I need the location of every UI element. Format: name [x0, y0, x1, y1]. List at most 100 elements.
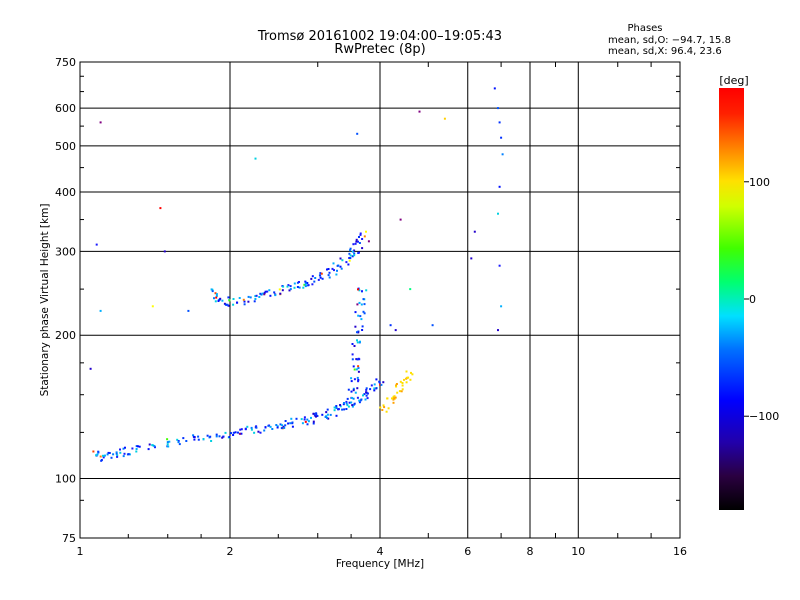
data-point	[351, 397, 353, 399]
data-point	[138, 445, 141, 448]
data-point	[358, 289, 361, 292]
data-point	[382, 404, 385, 407]
data-point	[326, 413, 329, 416]
data-point	[321, 277, 324, 280]
data-point	[100, 459, 103, 461]
data-point	[193, 438, 196, 441]
data-point	[176, 438, 179, 441]
data-point	[358, 236, 360, 238]
data-point	[498, 264, 501, 267]
data-point	[335, 405, 338, 407]
data-point	[498, 121, 501, 124]
data-point	[137, 445, 139, 448]
data-point	[316, 415, 319, 417]
data-point	[473, 230, 476, 233]
data-point	[411, 373, 414, 376]
y-tick-label: 75	[62, 532, 76, 545]
data-point	[302, 286, 305, 289]
data-point	[358, 301, 361, 304]
data-point	[370, 384, 373, 387]
data-point	[375, 387, 378, 390]
data-point	[348, 259, 351, 262]
data-point	[230, 432, 233, 435]
data-point	[116, 454, 119, 457]
data-point	[211, 290, 214, 293]
data-point	[333, 409, 336, 412]
data-point	[329, 413, 332, 416]
data-point	[365, 388, 368, 391]
data-point	[392, 398, 395, 401]
data-point	[367, 240, 370, 243]
data-point	[357, 380, 360, 383]
data-point	[363, 393, 366, 396]
data-point	[364, 398, 367, 401]
data-point	[352, 365, 355, 368]
data-point	[102, 454, 104, 457]
data-point	[357, 288, 359, 291]
data-point	[339, 257, 342, 260]
data-point	[99, 309, 102, 312]
data-point	[95, 243, 98, 246]
data-point	[110, 456, 113, 459]
data-point	[497, 107, 499, 110]
data-point	[358, 251, 360, 254]
data-point	[347, 388, 350, 391]
data-point	[253, 300, 256, 303]
data-point	[345, 408, 348, 410]
data-point	[392, 401, 395, 404]
data-point	[290, 417, 293, 420]
data-point	[263, 293, 266, 296]
data-point	[497, 329, 499, 332]
data-point	[353, 345, 356, 347]
data-point	[361, 247, 364, 250]
data-point	[365, 391, 368, 394]
data-point	[255, 294, 258, 297]
data-point	[227, 296, 230, 299]
data-point	[131, 447, 134, 450]
data-point	[359, 340, 361, 343]
data-point	[373, 389, 376, 392]
data-point	[406, 376, 409, 379]
data-point	[244, 427, 247, 430]
data-point	[339, 265, 342, 268]
data-point	[352, 397, 355, 400]
data-point	[418, 110, 421, 113]
data-point	[254, 298, 257, 300]
data-point	[409, 288, 412, 291]
data-point	[218, 435, 221, 438]
data-point	[135, 445, 138, 448]
data-point	[215, 296, 218, 299]
data-point	[310, 416, 312, 419]
data-point	[312, 420, 315, 423]
data-point	[356, 376, 359, 379]
y-axis-label: Stationary phase Virtual Height [km]	[39, 204, 51, 397]
data-point	[359, 315, 362, 318]
data-point	[335, 407, 338, 409]
data-point	[365, 230, 367, 233]
y-tick-label: 750	[55, 56, 76, 69]
data-point	[293, 286, 296, 289]
data-point	[99, 455, 102, 458]
data-point	[116, 455, 119, 458]
data-point	[236, 301, 239, 304]
data-point	[92, 450, 95, 453]
data-point	[403, 378, 405, 381]
data-point	[112, 453, 115, 456]
data-point	[327, 268, 330, 270]
data-point	[379, 383, 382, 386]
data-point	[217, 300, 220, 302]
data-point	[257, 430, 260, 433]
data-point	[386, 397, 389, 400]
data-point	[358, 401, 361, 404]
data-point	[215, 294, 218, 297]
plot-frame	[79, 61, 681, 539]
data-point	[263, 429, 266, 432]
data-point	[246, 425, 249, 428]
data-point	[327, 274, 330, 277]
data-point	[289, 288, 292, 291]
data-point	[337, 408, 340, 411]
data-point	[326, 268, 328, 271]
data-point	[306, 418, 309, 421]
y-tick-label: 200	[55, 329, 76, 342]
y-tick-label: 600	[55, 102, 76, 115]
